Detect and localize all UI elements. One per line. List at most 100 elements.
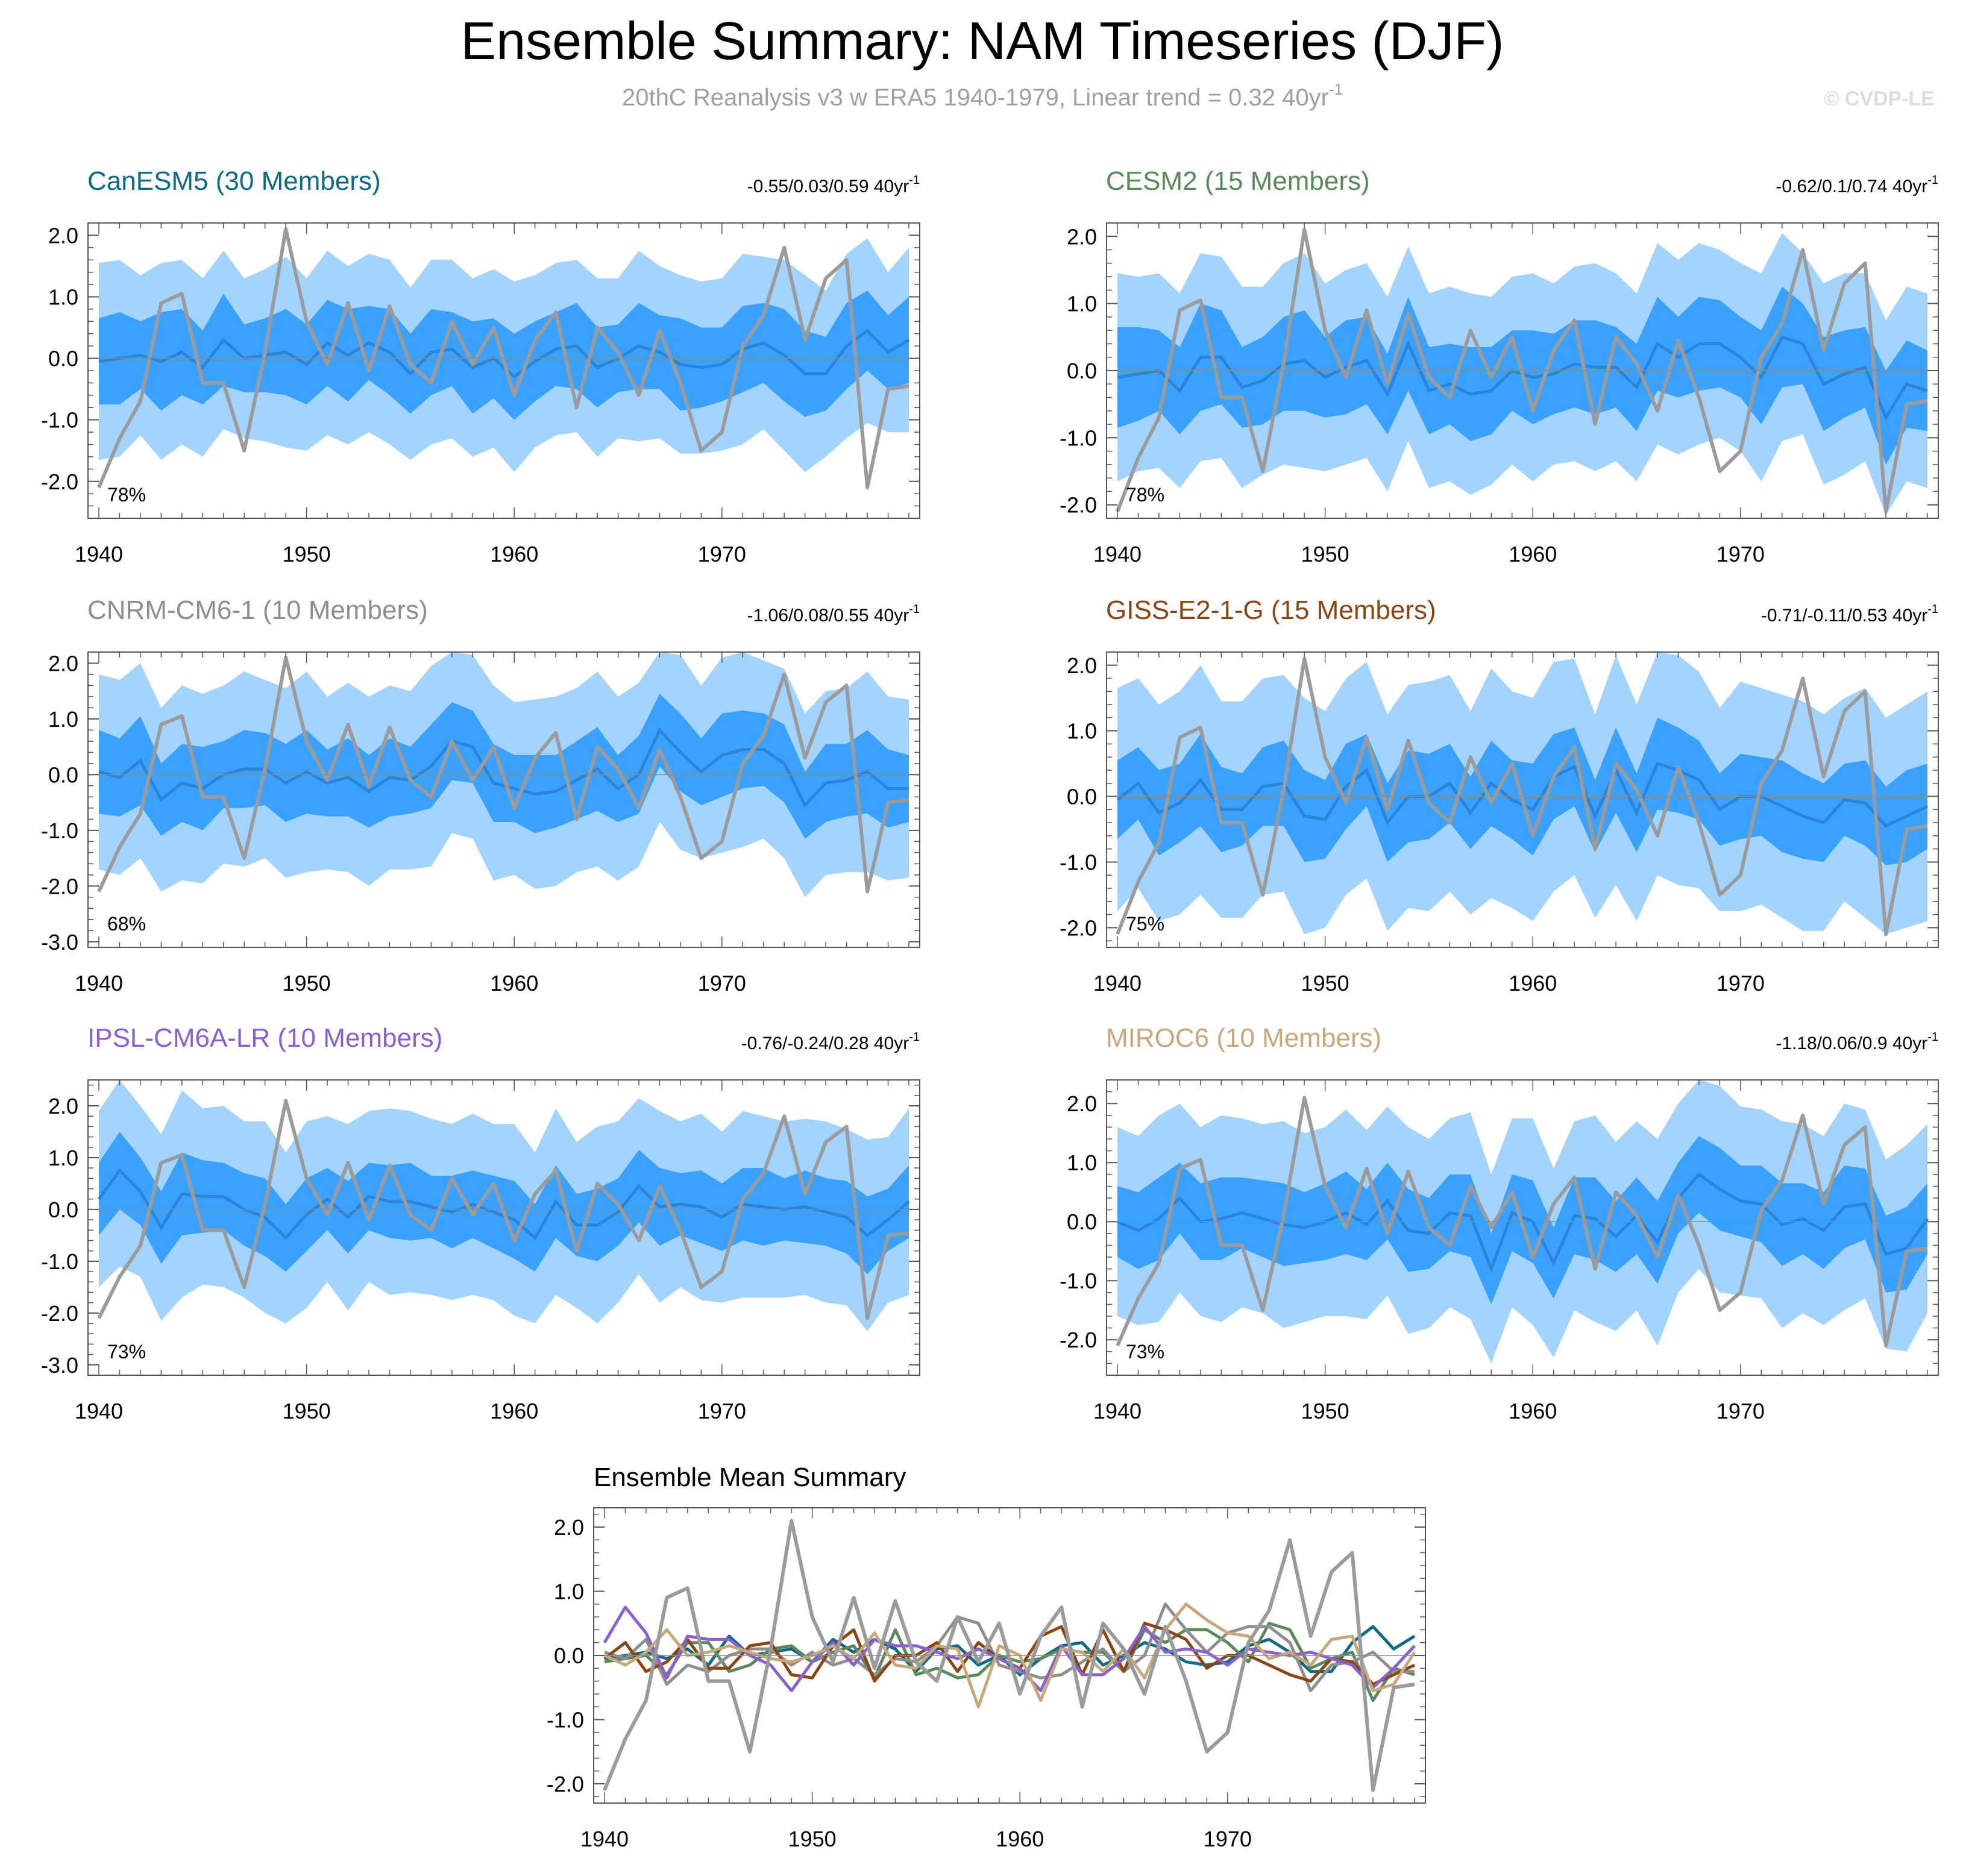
x-tick-label: 1960 xyxy=(1509,542,1557,566)
y-tick-label: -2.0 xyxy=(1060,493,1097,518)
ensemble-mean-line xyxy=(98,727,909,808)
observed-line xyxy=(97,656,909,894)
figure-subtitle-sup: -1 xyxy=(1329,80,1343,98)
observed-line xyxy=(97,1099,909,1320)
y-tick-label: -1.0 xyxy=(547,1708,584,1733)
x-tick-label: 1960 xyxy=(490,1399,538,1423)
x-tick-label: 1940 xyxy=(75,971,123,996)
panel-range-value: -1.06/0.08/0.55 40yr xyxy=(747,606,909,626)
x-tick-label: 1960 xyxy=(996,1827,1044,1851)
y-tick-label: 0.0 xyxy=(1067,1209,1097,1234)
panel-percent-label: 78% xyxy=(107,484,146,506)
panel-percent-label: 75% xyxy=(1126,913,1164,935)
y-tick-label: -2.0 xyxy=(41,874,78,899)
x-tick-label: 1940 xyxy=(1093,971,1142,996)
x-tick-label: 1950 xyxy=(283,971,331,996)
panel-range-text: -0.62/0.1/0.74 40yr-1 xyxy=(1776,174,1938,196)
x-tick-label: 1950 xyxy=(283,1399,331,1423)
panel-range-text: -0.55/0.03/0.59 40yr-1 xyxy=(747,174,920,196)
x-tick-label: 1950 xyxy=(788,1827,837,1851)
y-tick-label: 1.0 xyxy=(554,1579,584,1604)
y-tick-label: 2.0 xyxy=(48,223,78,248)
x-tick-label: 1940 xyxy=(1093,542,1142,566)
panel-range-text: -1.18/0.06/0.9 40yr-1 xyxy=(1776,1031,1938,1053)
ensemble-mean-summary-panel: Ensemble Mean Summary 2.0 1.0 0.0 -1.0 -2.0 19… xyxy=(547,1463,1426,1851)
panel-ipsl-cm6a-lr: IPSL-CM6A-LR (10 Members) -0.76/-0.24/0.2… xyxy=(41,1023,920,1423)
y-tick-label: -1.0 xyxy=(41,818,78,843)
panel-percent-label: 68% xyxy=(107,913,146,935)
y-tick-label: -2.0 xyxy=(547,1772,584,1796)
panel-canesm5: CanESM5 (30 Members) -0.55/0.03/0.59 40yr… xyxy=(41,166,920,566)
panel-range-text: -1.06/0.08/0.55 40yr-1 xyxy=(747,603,920,626)
y-tick-label: 0.0 xyxy=(554,1643,584,1668)
x-tick-label: 1970 xyxy=(1716,1399,1765,1423)
x-tick-label: 1970 xyxy=(698,542,746,566)
panel-cesm2: CESM2 (15 Members) -0.62/0.1/0.74 40yr-1 2… xyxy=(1060,166,1939,566)
x-tick-label: 1960 xyxy=(1509,1399,1557,1423)
y-tick-label: 1.0 xyxy=(48,285,78,310)
panel-range-sup: -1 xyxy=(909,174,920,187)
y-tick-label: 0.0 xyxy=(48,762,78,787)
panel-range-sup: -1 xyxy=(1927,603,1938,616)
y-tick-label: 2.0 xyxy=(1067,653,1097,678)
x-tick-label: 1950 xyxy=(1301,542,1349,566)
panel-range-text: -0.76/-0.24/0.28 40yr-1 xyxy=(741,1031,920,1053)
y-tick-label: -1.0 xyxy=(1060,425,1097,450)
figure-title: Ensemble Summary: NAM Timeseries (DJF) xyxy=(461,11,1504,71)
panel-range-value: -0.71/-0.11/0.53 40yr xyxy=(1761,606,1927,626)
panel-title: CanESM5 (30 Members) xyxy=(87,166,381,196)
y-tick-label: -3.0 xyxy=(41,930,78,955)
y-tick-label: 2.0 xyxy=(48,1094,78,1118)
y-tick-label: 1.0 xyxy=(48,1146,78,1170)
y-tick-label: 0.0 xyxy=(48,347,78,371)
x-tick-label: 1940 xyxy=(580,1827,629,1851)
summary-title: Ensemble Mean Summary xyxy=(594,1463,906,1492)
panel-title: CNRM-CM6-1 (10 Members) xyxy=(87,595,428,625)
inner-spread-band xyxy=(99,1132,909,1275)
panel-range-value: -0.55/0.03/0.59 40yr xyxy=(747,177,909,196)
y-tick-label: -3.0 xyxy=(41,1353,78,1378)
y-tick-label: -2.0 xyxy=(1060,1328,1097,1352)
y-tick-label: -1.0 xyxy=(41,408,78,433)
panel-percent-label: 73% xyxy=(107,1341,146,1363)
x-tick-label: 1970 xyxy=(698,971,746,996)
inner-spread-band xyxy=(1117,717,1927,865)
y-tick-label: 1.0 xyxy=(1067,292,1097,316)
y-tick-label: -1.0 xyxy=(41,1249,78,1274)
plot-frame xyxy=(1106,651,1939,948)
x-tick-label: 1950 xyxy=(1301,1399,1349,1423)
plot-frame xyxy=(87,651,920,948)
y-tick-label: 2.0 xyxy=(1067,224,1097,249)
panel-range-value: -0.76/-0.24/0.28 40yr xyxy=(741,1034,909,1053)
panels-group: CanESM5 (30 Members) -0.55/0.03/0.59 40yr… xyxy=(41,166,1939,1423)
x-tick-label: 1950 xyxy=(283,542,331,566)
x-tick-label: 1940 xyxy=(1093,1399,1142,1423)
panel-range-sup: -1 xyxy=(909,1031,920,1044)
summary-line-cnrm-cm6-1 xyxy=(604,1602,1415,1693)
y-tick-label: 0.0 xyxy=(48,1197,78,1222)
y-tick-label: 1.0 xyxy=(48,707,78,732)
panel-range-sup: -1 xyxy=(1927,1031,1938,1044)
x-tick-label: 1950 xyxy=(1301,971,1349,996)
panel-range-value: -1.18/0.06/0.9 40yr xyxy=(1776,1034,1927,1053)
x-tick-label: 1970 xyxy=(1204,1827,1252,1851)
panel-giss-e2-1-g: GISS-E2-1-G (15 Members) -0.71/-0.11/0.53… xyxy=(1060,595,1939,996)
y-tick-label: 1.0 xyxy=(1067,1150,1097,1175)
observed-line xyxy=(1116,1096,1928,1347)
panel-range-sup: -1 xyxy=(909,603,920,616)
panel-percent-label: 73% xyxy=(1126,1341,1164,1363)
panel-title: IPSL-CM6A-LR (10 Members) xyxy=(87,1023,442,1053)
y-tick-label: -2.0 xyxy=(41,1301,78,1326)
x-tick-label: 1940 xyxy=(75,542,123,566)
y-tick-label: -1.0 xyxy=(1060,850,1097,874)
x-tick-label: 1960 xyxy=(490,971,538,996)
x-tick-label: 1960 xyxy=(490,542,538,566)
y-tick-label: 1.0 xyxy=(1067,719,1097,744)
y-tick-label: 2.0 xyxy=(554,1515,584,1540)
plot-frame xyxy=(1106,1079,1939,1376)
panel-percent-label: 78% xyxy=(1126,484,1164,506)
y-tick-label: -2.0 xyxy=(41,469,78,494)
summary-observed-line xyxy=(603,1519,1415,1792)
y-tick-label: 0.0 xyxy=(1067,359,1097,383)
